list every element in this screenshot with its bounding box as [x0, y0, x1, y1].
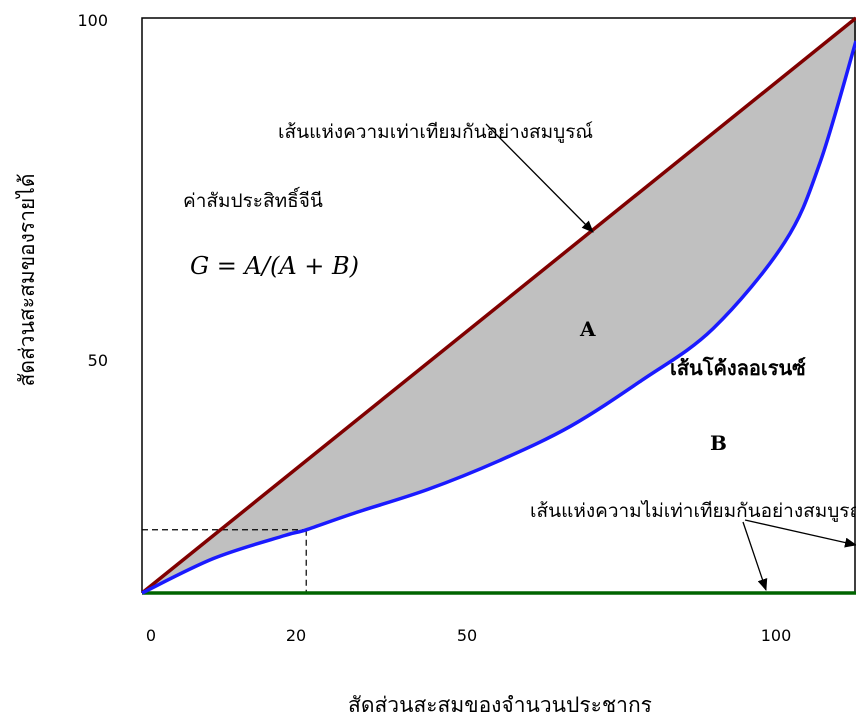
equality-arrow	[485, 123, 594, 233]
x-tick-label: 0	[146, 626, 156, 645]
inequality-arrow-down	[742, 521, 768, 591]
y-tick-label: 50	[88, 351, 108, 370]
x-tick-label: 100	[761, 626, 792, 645]
inequality-line-label: เส้นแห่งความไม่เท่าเทียมกันอย่างสมบูรณ์	[530, 500, 856, 522]
area-b-label: B	[710, 431, 727, 455]
y-tick-label: 100	[77, 11, 108, 30]
lorenz-curve-line	[141, 40, 856, 595]
area-a-label: A	[579, 317, 596, 341]
perfect-equality-line	[140, 16, 856, 595]
x-axis-title: สัดส่วนสะสมของจำนวนประชากร	[348, 693, 652, 717]
gini-title: ค่าสัมประสิทธิ์จีนี	[183, 186, 323, 212]
inequality-arrow-right	[744, 519, 856, 548]
lorenz-curve-label: เส้นโค้งลอเรนซ์	[670, 356, 806, 380]
gini-formula: G = A/(A + B)	[190, 252, 359, 280]
y-axis-title: สัดส่วนสะสมของรายได้	[15, 174, 39, 387]
plot-frame	[141, 17, 856, 593]
equality-line-label: เส้นแห่งความเท่าเทียมกันอย่างสมบูรณ์	[278, 121, 593, 143]
x-tick-label: 50	[457, 626, 477, 645]
x-tick-label: 20	[286, 626, 306, 645]
